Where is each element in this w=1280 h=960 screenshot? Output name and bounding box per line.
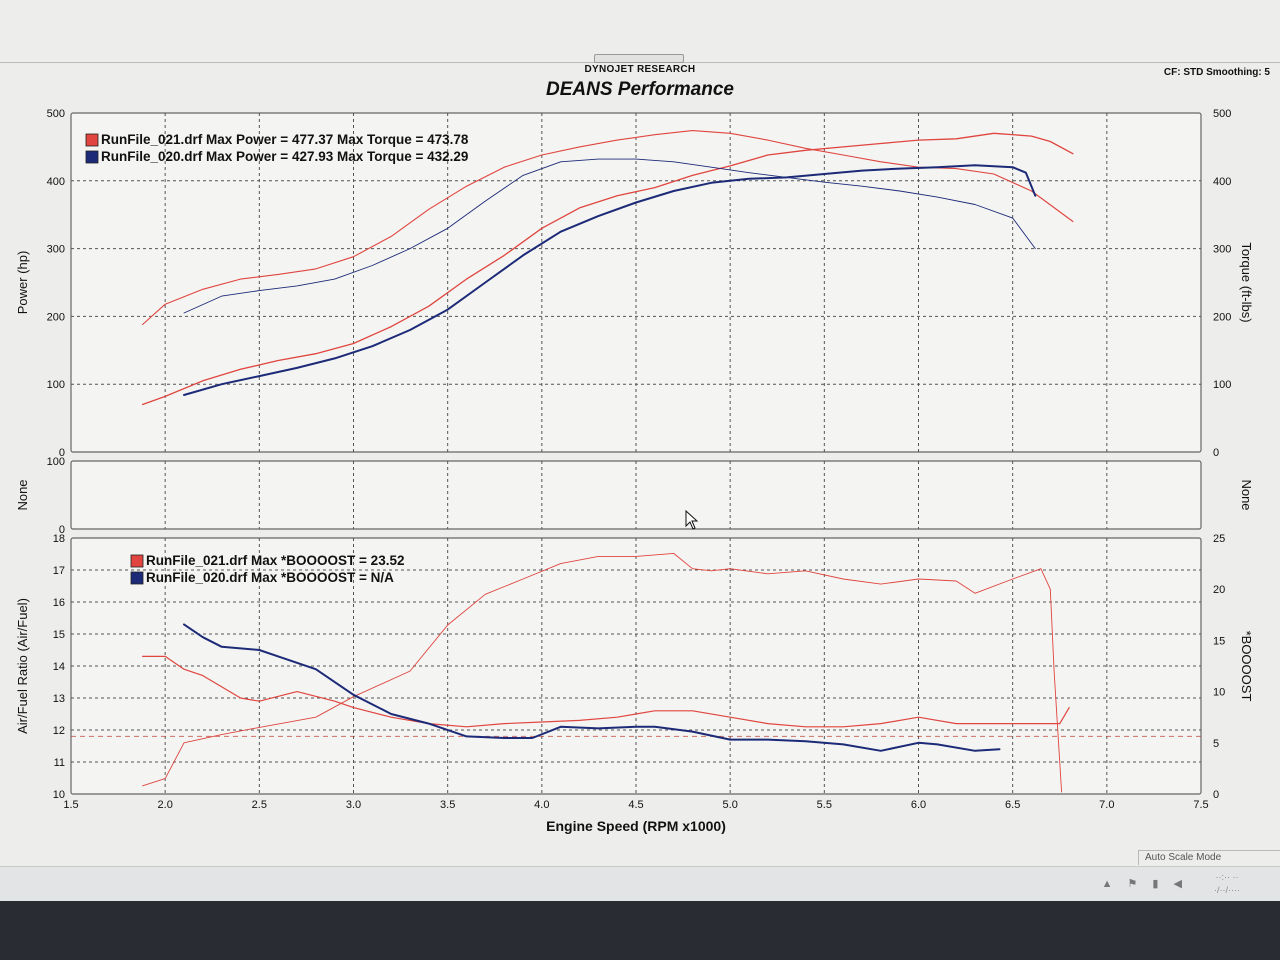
power-legend-marker [85, 150, 99, 164]
y2-axis-title: Torque (ft-lbs) [1239, 242, 1254, 322]
window-drag-handle[interactable] [594, 54, 684, 63]
y-axis-title: Power (hp) [15, 251, 30, 315]
run-021-boost-line [142, 552, 1063, 793]
dyno-software-window: DYNOJET RESEARCH CF: STD Smoothing: 5 DE… [0, 0, 1280, 901]
x-tick-label: 7.0 [1099, 799, 1114, 811]
y2-axis-title: None [1239, 479, 1254, 510]
y-tick-label: 12 [53, 725, 65, 737]
run-021-power-line [141, 132, 1074, 406]
power-legend-text: RunFile_020.drf Max Power = 427.93 Max T… [101, 149, 468, 164]
x-tick-label: 5.0 [723, 799, 738, 811]
y-tick-label: 14 [53, 661, 65, 673]
x-tick-label: 6.5 [1005, 799, 1020, 811]
taskbar-clock: ··:·· ·· ·/··/···· [1214, 872, 1240, 895]
y-tick-label: 200 [47, 311, 65, 323]
x-tick-label: 7.5 [1193, 799, 1208, 811]
plot-frame-none [70, 460, 1202, 530]
y-tick-label: 17 [53, 565, 65, 577]
y-tick-label: 18 [53, 533, 65, 545]
y2-tick-label: 0 [1213, 447, 1219, 459]
boost-legend-text: RunFile_021.drf Max *BOOOOST = 23.52 [146, 553, 404, 568]
x-tick-label: 2.5 [252, 799, 267, 811]
system-tray-icons[interactable]: ▲ ⚑ ▮ ◀ [1101, 878, 1188, 890]
y2-axis-title: *BOOOOST [1239, 631, 1254, 702]
y2-tick-label: 10 [1213, 687, 1225, 699]
taskbar: ▲ ⚑ ▮ ◀ ··:·· ·· ·/··/···· [0, 866, 1280, 901]
correction-factor-info: CF: STD Smoothing: 5 [1163, 67, 1270, 78]
x-tick-label: 6.0 [911, 799, 926, 811]
y-tick-label: 0 [59, 524, 65, 536]
power-legend-marker [85, 133, 99, 147]
y-tick-label: 300 [47, 244, 65, 256]
y2-tick-label: 25 [1213, 533, 1225, 545]
brand-label: DYNOJET RESEARCH [584, 64, 696, 75]
run-021-afr-line [142, 655, 1070, 728]
y-tick-label: 0 [59, 447, 65, 459]
power-legend-text: RunFile_021.drf Max Power = 477.37 Max T… [101, 132, 469, 147]
y-tick-label: 10 [53, 789, 65, 801]
y2-tick-label: 500 [1213, 108, 1231, 120]
x-tick-label: 3.5 [440, 799, 455, 811]
y-tick-label: 15 [53, 629, 65, 641]
auto-scale-mode-status: Auto Scale Mode [1138, 850, 1280, 865]
run-020-power-line [183, 164, 1037, 396]
boost-legend-marker [130, 571, 144, 585]
y-tick-label: 11 [54, 757, 65, 769]
y2-tick-label: 200 [1213, 311, 1231, 323]
x-tick-label: 4.0 [534, 799, 549, 811]
run-021-torque-line [142, 130, 1074, 326]
mouse-cursor-icon [685, 509, 699, 530]
y2-tick-label: 300 [1213, 244, 1231, 256]
y-tick-label: 13 [53, 693, 65, 705]
boost-legend-text: RunFile_020.drf Max *BOOOOST = N/A [146, 570, 394, 585]
chart-title: DEANS Performance [546, 79, 734, 100]
x-axis-title: Engine Speed (RPM x1000) [546, 818, 726, 834]
x-tick-label: 1.5 [63, 799, 78, 811]
y2-tick-label: 15 [1213, 635, 1225, 647]
y-tick-label: 400 [47, 176, 65, 188]
run-020-torque-line [183, 158, 1036, 314]
y2-tick-label: 5 [1213, 738, 1219, 750]
y-tick-label: 16 [53, 597, 65, 609]
x-tick-label: 3.0 [346, 799, 361, 811]
x-tick-label: 5.5 [817, 799, 832, 811]
y2-tick-label: 0 [1213, 789, 1219, 801]
boost-legend-marker [130, 554, 144, 568]
run-020-afr-line [183, 623, 1001, 752]
x-tick-label: 2.0 [158, 799, 173, 811]
y-axis-title: Air/Fuel Ratio (Air/Fuel) [15, 598, 30, 734]
y2-tick-label: 20 [1213, 584, 1225, 596]
y-tick-label: 500 [47, 108, 65, 120]
x-tick-label: 4.5 [628, 799, 643, 811]
y2-tick-label: 400 [1213, 176, 1231, 188]
y-tick-label: 100 [47, 379, 65, 391]
y-axis-title: None [15, 479, 30, 510]
y2-tick-label: 100 [1213, 379, 1231, 391]
y-tick-label: 100 [47, 456, 65, 468]
